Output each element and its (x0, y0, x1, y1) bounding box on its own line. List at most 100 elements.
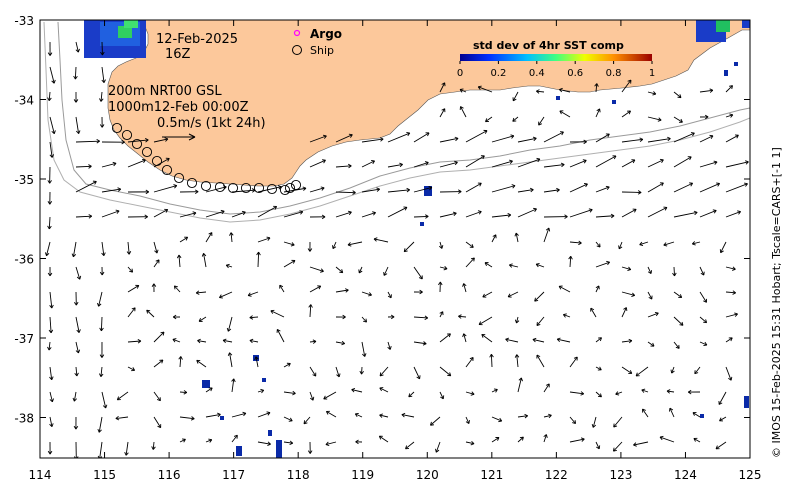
arrow-head (615, 393, 620, 396)
arrow-head (477, 86, 481, 90)
arrow-head (153, 283, 157, 287)
x-tick-label: 125 (739, 468, 762, 482)
arrow-head (288, 363, 291, 367)
arrow-head (145, 139, 149, 143)
arrow-head (361, 371, 364, 375)
arrow-head (192, 211, 197, 214)
arrow-head (178, 356, 182, 360)
arrow-head (430, 421, 432, 426)
arrow-head (379, 413, 384, 416)
arrow-head (481, 334, 484, 338)
current-arrow (98, 416, 103, 433)
arrow-head (543, 434, 547, 438)
arrow-head (51, 154, 55, 158)
current-arrow (595, 108, 601, 118)
arrow-head (48, 97, 52, 102)
arrow-head (390, 316, 395, 320)
arrow-head (632, 159, 636, 164)
arrow-head (363, 320, 367, 323)
current-arrow (699, 183, 720, 193)
current-arrow (309, 135, 327, 143)
arrow-head (610, 215, 615, 219)
arrow-head (121, 141, 125, 145)
arrow-head (73, 425, 77, 430)
arrow-head (463, 283, 467, 287)
arrow-head (559, 89, 563, 93)
arrow-head (121, 139, 125, 143)
current-arrow (509, 264, 519, 268)
arrow-head (435, 448, 437, 453)
current-arrow (223, 339, 233, 343)
current-arrow (413, 187, 432, 193)
arrow-head (53, 130, 56, 134)
arrow-head (675, 346, 680, 349)
arrow-head (292, 390, 296, 394)
arrow-head (289, 417, 293, 422)
arrow-head (325, 441, 329, 445)
ship-marker (200, 180, 212, 192)
arrow-head (471, 440, 475, 445)
arrow-head (536, 324, 541, 326)
arrow-head (560, 162, 565, 165)
arrow-head (247, 292, 251, 296)
current-arrow (460, 106, 467, 118)
arrow-head (592, 424, 597, 428)
arrow-head (600, 393, 602, 397)
current-arrow (465, 416, 470, 424)
current-arrow (153, 359, 164, 368)
arrow-head (453, 212, 457, 217)
arrow-head (389, 346, 392, 350)
current-arrow (179, 236, 188, 243)
arrow-head (613, 425, 618, 428)
arrow-head (183, 390, 188, 393)
arrow-head (183, 392, 188, 395)
current-arrow (517, 137, 537, 143)
arrow-head (303, 422, 308, 425)
arrow-head (499, 417, 503, 422)
arrow-head (300, 211, 304, 215)
arrow-head (666, 390, 670, 394)
arrow-head (469, 357, 474, 360)
arrow-head (536, 157, 541, 160)
current-arrow (647, 312, 659, 318)
arrow-head (350, 134, 353, 138)
arrow-head (198, 318, 202, 322)
arrow-head (441, 108, 445, 111)
arrow-head (365, 318, 367, 323)
current-arrow (283, 416, 293, 422)
current-arrow (439, 212, 457, 218)
arrow-head (379, 387, 382, 392)
current-arrow (153, 241, 158, 254)
arrow-head (358, 270, 363, 274)
arrow-head (307, 248, 311, 252)
arrow-head (255, 356, 259, 360)
arrow-head (403, 248, 406, 252)
arrow-head (229, 232, 232, 236)
date-label: 12-Feb-2025 (156, 32, 238, 47)
arrow-head (47, 450, 51, 455)
arrow-head (151, 283, 155, 287)
arrow-head (267, 441, 271, 445)
arrow-head (47, 346, 50, 351)
current-arrow (491, 388, 498, 393)
x-tick-label: 115 (93, 468, 116, 482)
arrow-head (128, 250, 132, 255)
current-arrow (101, 66, 105, 83)
current-arrow (283, 211, 303, 218)
current-arrow (699, 316, 707, 324)
arrow-head (448, 333, 451, 338)
arrow-head (441, 245, 444, 249)
current-arrow (558, 285, 571, 293)
arrow-head (606, 260, 610, 263)
colorbar-tick-label: 0 (457, 68, 463, 79)
current-arrow (569, 356, 578, 368)
current-arrow (72, 241, 77, 257)
current-arrow (75, 316, 80, 333)
current-arrow (725, 134, 739, 143)
current-arrow (249, 316, 259, 319)
arrow-head (530, 189, 534, 193)
current-arrow (172, 338, 181, 343)
current-arrow (387, 163, 403, 168)
arrow-head (266, 411, 271, 413)
arrow-head (465, 421, 470, 424)
